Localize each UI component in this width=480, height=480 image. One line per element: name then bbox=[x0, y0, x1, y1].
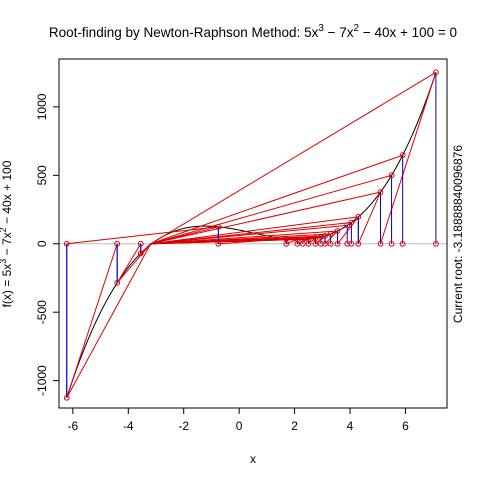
x-tick-label: -2 bbox=[178, 419, 189, 433]
curve-point-18 bbox=[114, 279, 121, 286]
x-tick-label: 0 bbox=[236, 419, 243, 433]
y-tick-label: 500 bbox=[35, 165, 49, 185]
step-tangent-11 bbox=[116, 243, 142, 284]
tangent-line-16 bbox=[150, 226, 219, 245]
axis-point-9 bbox=[322, 240, 328, 247]
x-tick-label: 6 bbox=[402, 419, 409, 433]
step-tangent-8 bbox=[218, 238, 287, 245]
axis-point-19 bbox=[137, 240, 144, 247]
x-axis-label: x bbox=[250, 452, 256, 466]
axis-point-10 bbox=[318, 240, 324, 247]
tangent-line-0 bbox=[150, 71, 437, 245]
curve-point-3 bbox=[377, 189, 384, 196]
step-tangent-5 bbox=[308, 237, 316, 245]
axis-point-2 bbox=[388, 240, 395, 247]
y-axis-label: f(x) = 5x3 − 7x2 − 40x + 100 bbox=[0, 160, 14, 307]
curve-point-0 bbox=[433, 69, 439, 76]
plot-frame bbox=[58, 58, 448, 409]
axis-point-1 bbox=[399, 240, 406, 247]
axes: -6 -4 -2 0 2 4 6 -1000 -500 0 500 1000 bbox=[35, 58, 448, 433]
curve-point-17 bbox=[63, 394, 70, 401]
tangent-line-18 bbox=[116, 243, 152, 284]
axis-point-18 bbox=[114, 240, 121, 247]
axis-point-12 bbox=[305, 240, 312, 247]
axis-point-15 bbox=[283, 240, 290, 247]
curve-point-11 bbox=[312, 235, 319, 242]
step-tangent-2 bbox=[337, 216, 359, 245]
curve-point-2 bbox=[388, 172, 395, 179]
step-tangent-9 bbox=[66, 226, 219, 245]
chart-title: Root-finding by Newton-Raphson Method: 5… bbox=[49, 23, 457, 40]
axis-point-16 bbox=[215, 240, 222, 247]
current-root-label: Current root: -3.18888840096876 bbox=[451, 145, 465, 323]
curve-point-6 bbox=[344, 222, 351, 229]
y-tick-label: 1000 bbox=[35, 93, 49, 120]
x-tick-label: -4 bbox=[123, 419, 134, 433]
curve-point-4 bbox=[355, 214, 362, 220]
axis-point-11 bbox=[312, 240, 319, 247]
y-tick-label: -1000 bbox=[35, 365, 49, 396]
tangent-line-1 bbox=[150, 154, 403, 245]
y-tick-label: -500 bbox=[35, 300, 49, 324]
step-tangent-3 bbox=[324, 230, 338, 245]
axis-point-17 bbox=[63, 240, 70, 247]
x-tick-label: -6 bbox=[68, 419, 79, 433]
tangent-line-3 bbox=[150, 191, 381, 245]
axis-point-7 bbox=[334, 240, 341, 247]
curve-point-1 bbox=[399, 152, 406, 159]
tangent-line-17 bbox=[66, 243, 152, 399]
curve-point-5 bbox=[348, 219, 355, 226]
curve-point-16 bbox=[215, 223, 222, 230]
tangent-line-2 bbox=[150, 174, 392, 245]
curve-point-10 bbox=[318, 234, 324, 240]
plot-area bbox=[59, 69, 447, 401]
axis-point-6 bbox=[344, 240, 351, 247]
axis-point-0 bbox=[433, 240, 439, 247]
step-tangent-10 bbox=[66, 243, 118, 398]
tangent-line-6 bbox=[150, 224, 348, 245]
axis-point-14 bbox=[294, 240, 301, 247]
axis-point-5 bbox=[348, 240, 355, 247]
x-tick-label: 4 bbox=[347, 419, 354, 433]
curve-point-7 bbox=[334, 228, 341, 234]
step-tangent-1 bbox=[357, 191, 381, 244]
axis-point-4 bbox=[355, 240, 362, 247]
x-tick-label: 2 bbox=[291, 419, 298, 433]
axis-point-3 bbox=[377, 240, 384, 247]
axis-point-8 bbox=[327, 240, 334, 247]
curve-point-8 bbox=[327, 231, 334, 237]
axis-point-13 bbox=[299, 240, 306, 247]
tangent-line-4 bbox=[150, 216, 359, 245]
curve-point-19 bbox=[137, 250, 144, 257]
step-tangent-0 bbox=[380, 72, 437, 244]
y-tick-label: 0 bbox=[35, 240, 49, 247]
